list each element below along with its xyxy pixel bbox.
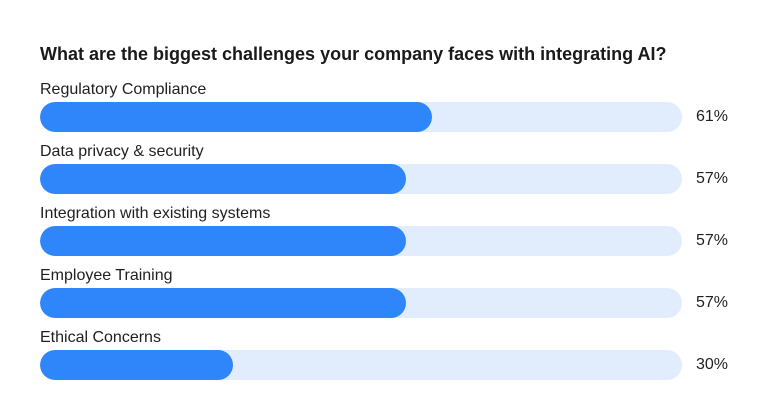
value-label: 57%	[695, 294, 728, 311]
bar-track	[40, 102, 682, 132]
category-label: Regulatory Compliance	[40, 81, 207, 98]
bar-row: Ethical Concerns 30%	[40, 328, 740, 390]
bar-fill	[40, 164, 406, 194]
category-label: Data privacy & security	[40, 143, 204, 160]
bar-row: Data privacy & security 57%	[40, 142, 740, 204]
bar-fill	[40, 350, 233, 380]
category-label: Employee Training	[40, 267, 173, 284]
bar-fill	[40, 226, 406, 256]
bar-track	[40, 350, 682, 380]
category-label: Ethical Concerns	[40, 329, 161, 346]
bar-track	[40, 164, 682, 194]
value-label: 30%	[695, 356, 728, 373]
bar-track	[40, 226, 682, 256]
bar-row: Regulatory Compliance 61%	[40, 80, 740, 142]
bar-track	[40, 288, 682, 318]
bar-fill	[40, 102, 432, 132]
chart-title: What are the biggest challenges your com…	[40, 44, 667, 64]
bar-row: Employee Training 57%	[40, 266, 740, 328]
value-label: 57%	[695, 232, 728, 249]
bar-fill	[40, 288, 406, 318]
bar-row: Integration with existing systems 57%	[40, 204, 740, 266]
value-label: 57%	[695, 170, 728, 187]
category-label: Integration with existing systems	[40, 205, 271, 222]
value-label: 61%	[695, 108, 728, 125]
